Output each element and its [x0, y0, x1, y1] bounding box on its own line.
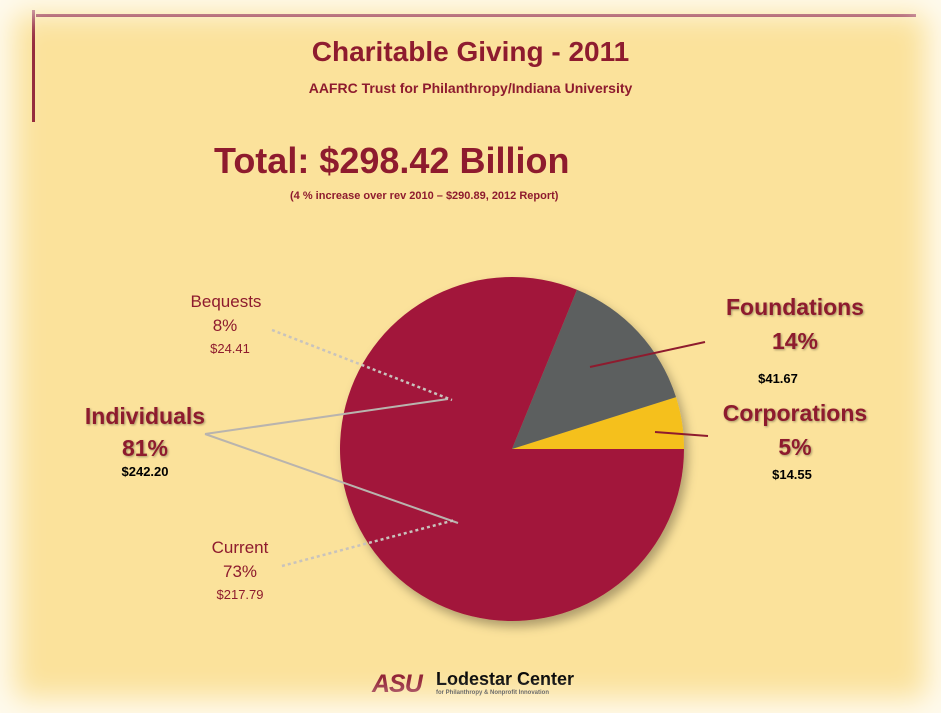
bequests-percent: 8%: [212, 316, 238, 335]
bequests-label: Bequests: [190, 292, 262, 311]
foundations-leader-line: [589, 341, 706, 368]
corporations-value: $14.55: [772, 467, 812, 482]
logo-tagline: for Philanthropy & Nonprofit Innovation: [436, 690, 549, 696]
left-rule: [32, 10, 35, 122]
current-percent: 73%: [222, 562, 258, 581]
slide-subtitle: AAFRC Trust for Philanthropy/Indiana Uni…: [308, 80, 633, 96]
individuals-label: Individuals: [84, 403, 206, 429]
individuals-percent: 81%: [121, 435, 169, 461]
foundations-label: Foundations: [726, 294, 864, 320]
current-value: $217.79: [216, 587, 264, 602]
foundations-percent: 14%: [771, 328, 819, 354]
logo-name: Lodestar Center: [436, 669, 575, 689]
individuals-leader-line-upper: [204, 398, 449, 435]
total-note: (4 % increase over rev 2010 – $290.89, 2…: [290, 190, 559, 202]
bequests-value: $24.41: [210, 341, 250, 356]
corporations-label: Corporations: [722, 400, 868, 426]
corporations-leader-line: [654, 431, 709, 437]
lodestar-logo: ASU Lodestar Center for Philanthropy & N…: [372, 664, 602, 700]
individuals-leader-line-lower: [204, 433, 459, 524]
corporations-percent: 5%: [778, 434, 812, 460]
asu-logo-mark: ASU: [372, 670, 423, 698]
individuals-value: $242.20: [121, 464, 169, 479]
bequests-leader-line: [271, 328, 453, 402]
foundations-value: $41.67: [758, 371, 798, 386]
current-label: Current: [211, 538, 269, 557]
pie-slice-corporations: [512, 397, 684, 449]
total-amount: Total: $298.42 Billion: [214, 140, 570, 181]
top-rule: [36, 14, 916, 17]
slide-title: Charitable Giving - 2011: [311, 36, 630, 67]
pie-slice-individuals: [340, 277, 684, 622]
pie-slice-foundations: [512, 289, 676, 449]
